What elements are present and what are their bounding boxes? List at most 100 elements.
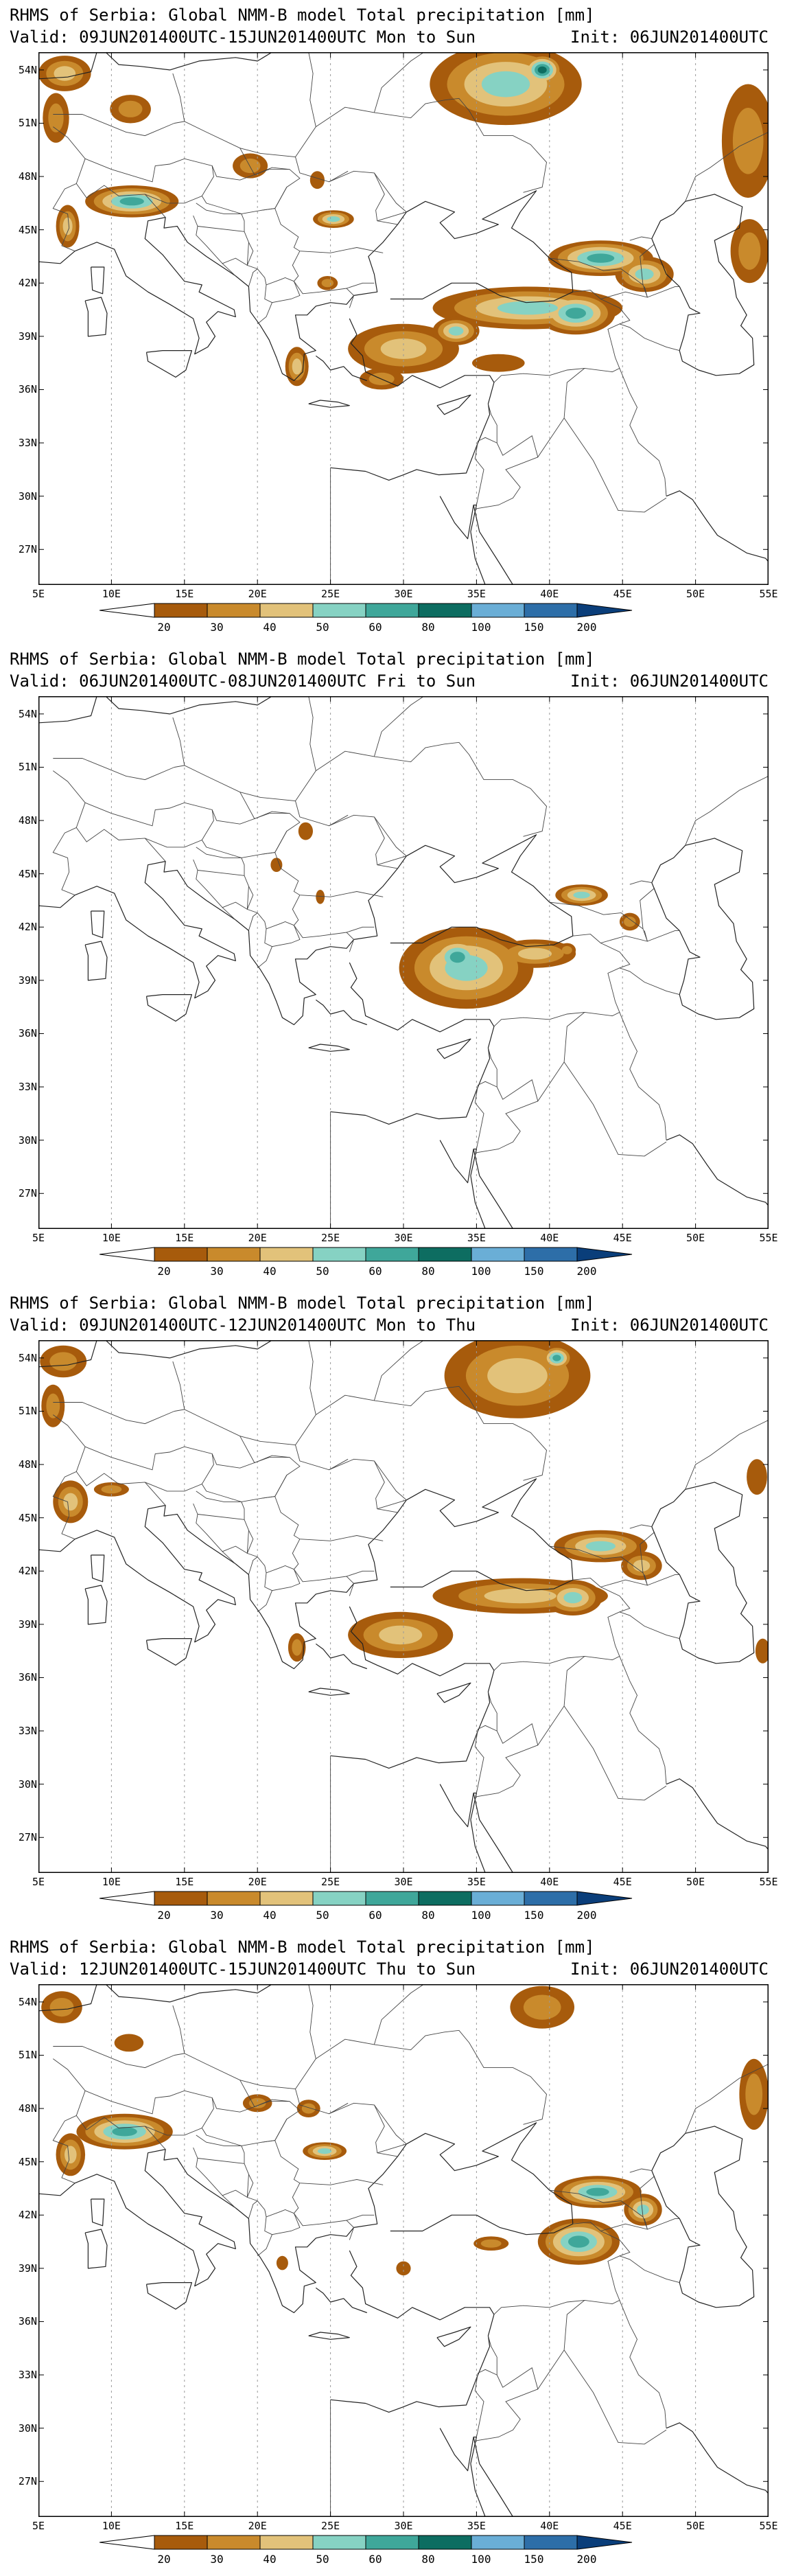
lat-label: 30N xyxy=(18,1778,37,1791)
colorbar-swatch xyxy=(312,1247,366,1262)
lon-label: 10E xyxy=(102,588,121,600)
precip-contour xyxy=(637,2205,649,2215)
precipitation-areas xyxy=(270,822,640,1009)
precip-contour xyxy=(118,100,143,117)
lon-label: 10E xyxy=(102,2520,121,2532)
colorbar-swatch xyxy=(418,1891,472,1906)
lat-label: 45N xyxy=(18,223,37,236)
lat-label: 48N xyxy=(18,1458,37,1471)
panel-title: RHMS of Serbia: Global NMM-B model Total… xyxy=(10,5,595,25)
colorbar-label: 150 xyxy=(524,621,544,634)
lat-label: 36N xyxy=(18,383,37,396)
lon-label: 5E xyxy=(32,1232,45,1244)
colorbar-label: 40 xyxy=(263,1265,277,1278)
lon-label: 20E xyxy=(248,588,267,600)
colorbar-label: 80 xyxy=(421,1909,435,1922)
lat-label: 51N xyxy=(18,1405,37,1418)
precip-contour xyxy=(484,1588,557,1604)
panel-valid-period: Valid: 12JUN201400UTC-15JUN201400UTC Thu… xyxy=(10,1959,476,1979)
lat-label: 54N xyxy=(18,1351,37,1364)
lat-label: 42N xyxy=(18,2209,37,2222)
precip-contour xyxy=(317,2148,332,2154)
colorbar-label: 200 xyxy=(576,2553,597,2566)
precip-contour xyxy=(568,2235,589,2248)
colorbar-swatch xyxy=(365,1891,419,1906)
lon-label: 25E xyxy=(321,588,340,600)
graticule xyxy=(110,696,696,1229)
lat-label: 54N xyxy=(18,63,37,76)
axis-ticks xyxy=(38,1984,769,2517)
precip-contour xyxy=(270,858,283,872)
lat-label: 48N xyxy=(18,2102,37,2115)
colorbar-label: 200 xyxy=(576,1909,597,1922)
lat-label: 39N xyxy=(18,1618,37,1631)
colorbar-swatch xyxy=(154,1891,208,1906)
colorbar-swatch xyxy=(365,603,419,618)
precip-contour xyxy=(747,1459,767,1495)
lon-label: 15E xyxy=(175,588,194,600)
precip-contour xyxy=(585,1541,616,1552)
precip-contour xyxy=(448,326,464,336)
lat-label: 30N xyxy=(18,2422,37,2435)
lon-label: 15E xyxy=(175,1876,194,1888)
colorbar-swatch xyxy=(524,1247,578,1262)
colorbar-label: 60 xyxy=(368,1909,382,1922)
lon-label: 50E xyxy=(686,1876,705,1888)
lon-label: 40E xyxy=(540,588,559,600)
colorbar-label: 40 xyxy=(263,621,277,634)
lon-label: 35E xyxy=(467,588,486,600)
colorbar-swatch xyxy=(471,603,525,618)
precip-contour xyxy=(316,890,325,904)
axis-ticks xyxy=(38,1340,769,1873)
colorbar-high-triangle xyxy=(576,603,633,618)
lon-label: 10E xyxy=(102,1232,121,1244)
colorbar-low-triangle xyxy=(100,2535,155,2550)
precipitation-colorbar xyxy=(100,603,633,618)
precip-contour xyxy=(396,2261,411,2276)
precipitation-colorbar xyxy=(100,1247,633,1262)
forecast-panel-2: RHMS of Serbia: Global NMM-B model Total… xyxy=(0,644,796,1288)
precip-contour xyxy=(276,2255,288,2270)
lon-label: 20E xyxy=(248,1876,267,1888)
precip-contour xyxy=(292,358,302,375)
precip-contour xyxy=(497,301,558,315)
lon-label: 50E xyxy=(686,2520,705,2532)
colorbar-swatch xyxy=(259,1891,314,1906)
precip-contour xyxy=(49,1998,74,2017)
colorbar-label: 50 xyxy=(316,1265,329,1278)
lon-label: 35E xyxy=(467,1232,486,1244)
colorbar-label: 20 xyxy=(157,1909,171,1922)
precip-contour xyxy=(239,158,261,174)
lon-label: 35E xyxy=(467,1876,486,1888)
lat-label: 33N xyxy=(18,437,37,450)
lat-label: 36N xyxy=(18,1027,37,1040)
colorbar-swatch xyxy=(365,2535,419,2550)
colorbar-swatch xyxy=(524,2535,578,2550)
colorbar-label: 40 xyxy=(263,2553,277,2566)
lat-label: 33N xyxy=(18,1725,37,1738)
panel-title: RHMS of Serbia: Global NMM-B model Total… xyxy=(10,649,595,669)
precipitation-colorbar xyxy=(100,2535,633,2550)
lon-label: 15E xyxy=(175,2520,194,2532)
precip-contour xyxy=(119,197,144,206)
precip-contour xyxy=(309,171,325,189)
precip-contour xyxy=(54,66,76,81)
precip-contour xyxy=(248,2097,266,2108)
lon-label: 50E xyxy=(686,588,705,600)
colorbar-high-triangle xyxy=(576,2535,633,2550)
precipitation-areas xyxy=(41,1986,769,2276)
precip-contour xyxy=(518,947,552,960)
lon-label: 30E xyxy=(394,2520,413,2532)
precip-contour xyxy=(745,2073,763,2115)
colorbar-label: 50 xyxy=(316,621,329,634)
panel-title: RHMS of Serbia: Global NMM-B model Total… xyxy=(10,1293,595,1313)
precip-contour xyxy=(63,1493,78,1511)
lat-label: 51N xyxy=(18,2049,37,2062)
colorbar-label: 80 xyxy=(421,1265,435,1278)
lat-label: 51N xyxy=(18,761,37,774)
colorbar-swatch xyxy=(418,1247,472,1262)
colorbar-swatch xyxy=(418,603,472,618)
colorbar-swatch xyxy=(471,2535,525,2550)
lon-label: 55E xyxy=(759,1876,778,1888)
colorbar-swatch xyxy=(312,2535,366,2550)
